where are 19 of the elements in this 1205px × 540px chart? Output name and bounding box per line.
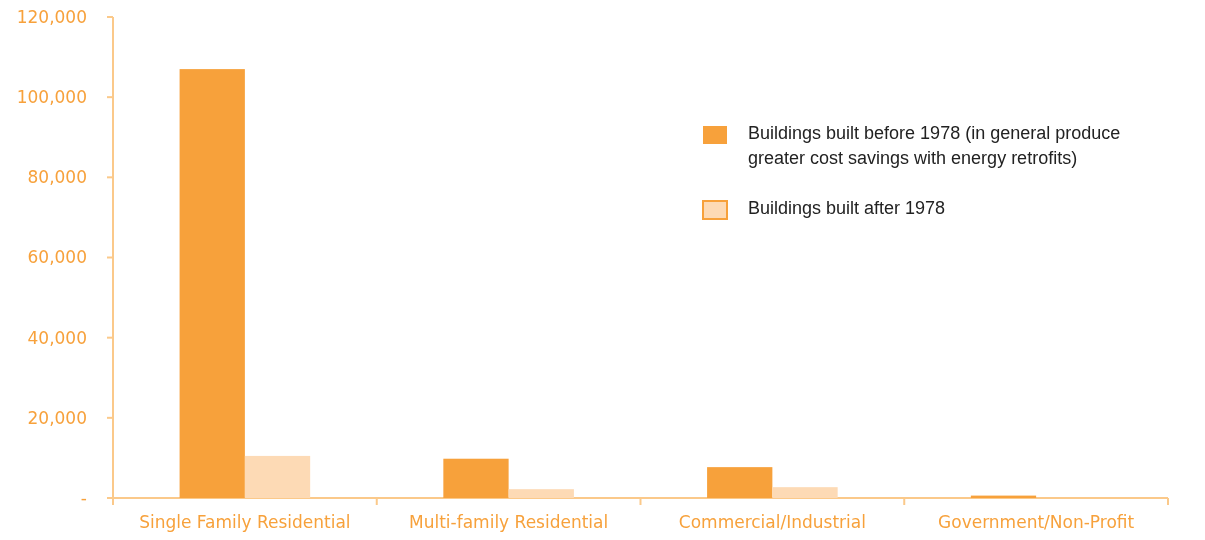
y-tick-label: 60,000 — [27, 247, 87, 268]
legend-label: Buildings built before 1978 (in general produce greater cost savings with energy retrofits) — [748, 123, 1121, 168]
x-tick-label: Commercial/Industrial — [678, 512, 866, 532]
y-tick-label: 20,000 — [27, 407, 87, 428]
bar — [244, 455, 311, 498]
bar — [772, 487, 838, 498]
bar — [443, 458, 509, 498]
x-tick-label: Multi-family Residential — [409, 512, 609, 532]
bar — [508, 489, 574, 498]
legend-label: Buildings built after 1978 — [748, 198, 946, 218]
x-tick-label: Single Family Residential — [139, 512, 351, 532]
y-tick-label: 40,000 — [27, 327, 87, 348]
y-tick-label: 120,000 — [16, 6, 87, 27]
bar — [179, 69, 245, 498]
y-tick-label: - — [80, 487, 87, 508]
y-tick-label: 100,000 — [16, 87, 87, 108]
y-tick-label: 80,000 — [27, 167, 87, 188]
x-tick-label: Government/Non-Profit — [938, 512, 1135, 532]
bar — [707, 467, 773, 498]
